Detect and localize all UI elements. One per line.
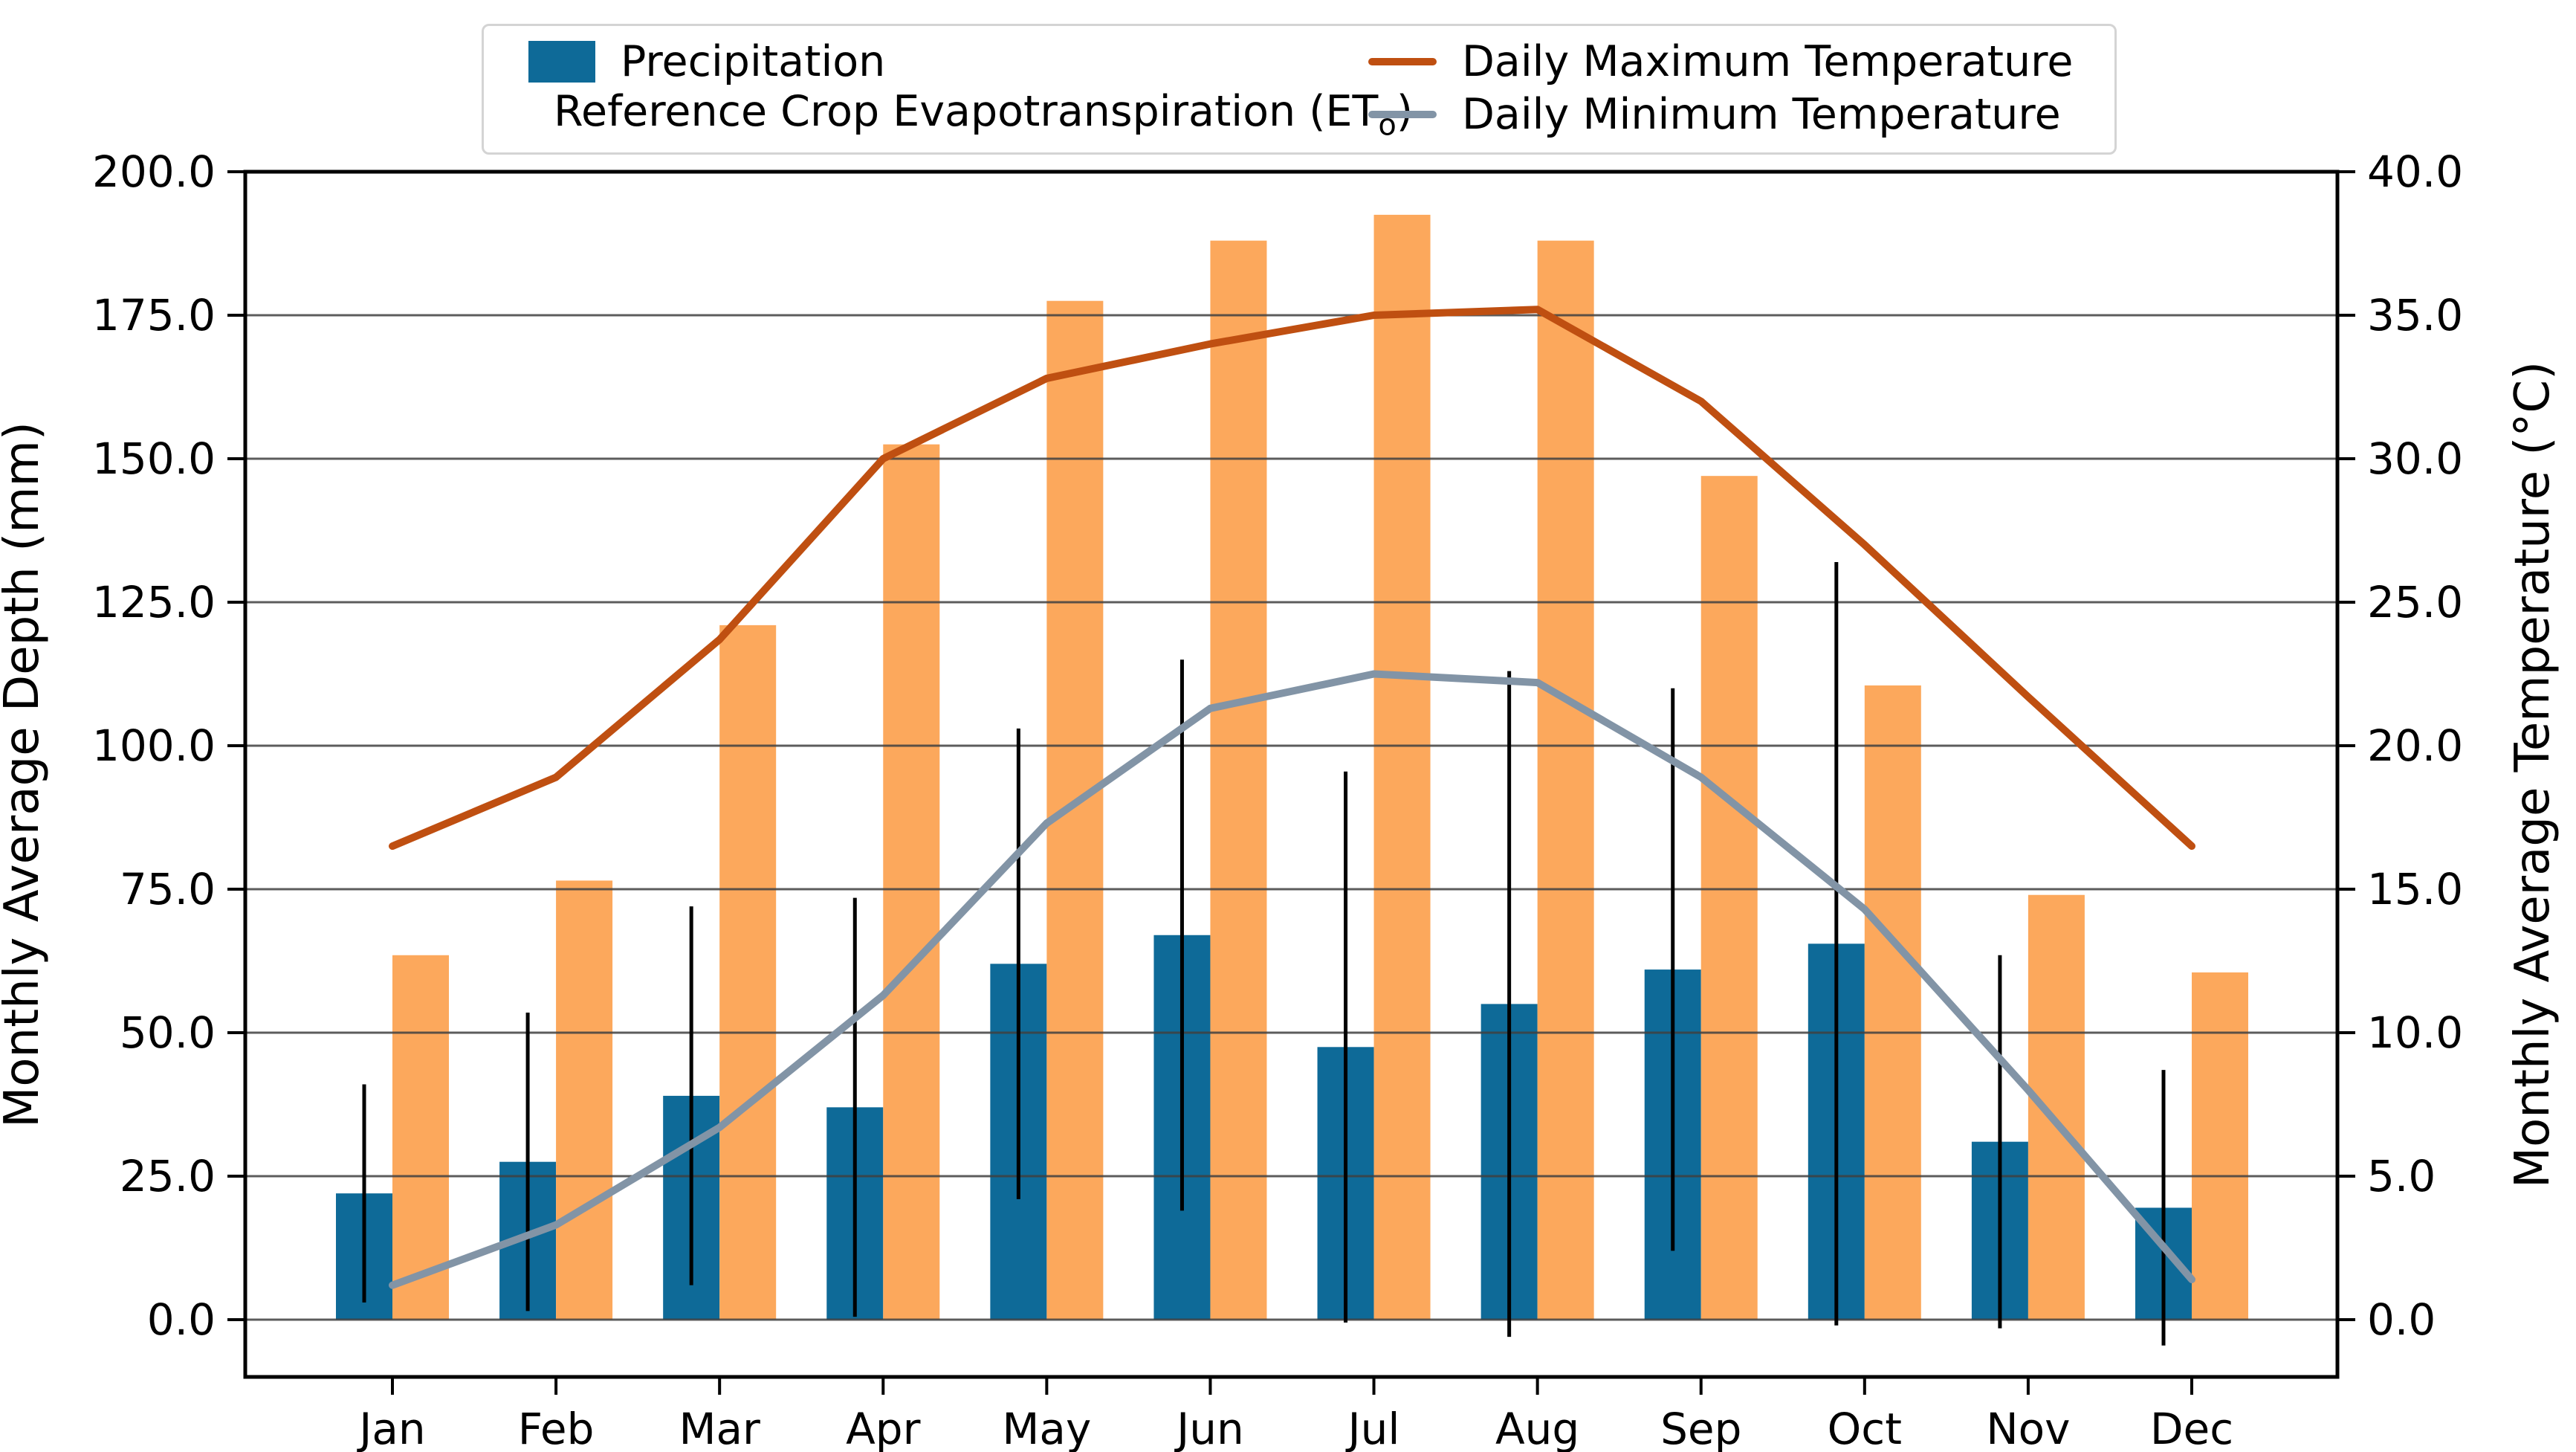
month-tick-label: Jun [1174, 1404, 1244, 1452]
eto-bar [1700, 476, 1758, 1320]
right-tick-label: 20.0 [2367, 720, 2463, 771]
eto-bar [1537, 240, 1594, 1320]
right-tick-label: 5.0 [2367, 1151, 2436, 1201]
legend-item-precipitation: Precipitation [528, 37, 1368, 86]
eto-bar [1373, 214, 1431, 1320]
legend-item-tmin: Daily Minimum Temperature [1368, 90, 2114, 139]
eto-bar [392, 955, 449, 1320]
legend-item-tmax: Daily Maximum Temperature [1368, 37, 2114, 86]
month-tick-label: Feb [518, 1404, 595, 1452]
tmin-line [389, 670, 2195, 1289]
right-tick-label: 0.0 [2367, 1294, 2436, 1345]
month-tick-label: Apr [846, 1404, 920, 1452]
right-axis-title: Monthly Average Temperature (°C) [2505, 361, 2560, 1189]
month-tick-label: Mar [679, 1404, 760, 1452]
left-tick-label: 150.0 [92, 433, 216, 484]
axis-spines [243, 170, 2340, 1379]
right-tick-label: 15.0 [2367, 864, 2463, 914]
left-tick-label: 125.0 [92, 577, 216, 627]
temperature-lines-group [389, 306, 2195, 1289]
eto-bar [1046, 300, 1104, 1320]
month-tick-label: Sep [1660, 1404, 1741, 1452]
left-tick-label: 175.0 [92, 290, 216, 341]
legend-item-eto: Reference Crop Evapotranspiration (ETo) [528, 87, 1413, 142]
tick-labels-group: 0.0 25.0 50.0 75.0 100.0 125.0 150.0 175.0 200.0… [92, 146, 2463, 1452]
eto-bar [719, 625, 777, 1320]
legend-label-tmin: Daily Minimum Temperature [1462, 89, 2061, 139]
month-tick-label: Nov [1986, 1404, 2070, 1452]
legend-label-precipitation: Precipitation [621, 36, 886, 86]
tick-marks-group [227, 170, 2355, 1395]
right-tick-label: 10.0 [2367, 1007, 2463, 1058]
eto-bar [2192, 972, 2248, 1320]
error-bars-group [362, 561, 2166, 1346]
legend-label-eto: Reference Crop Evapotranspiration (ETo) [554, 86, 1413, 142]
left-tick-label: 0.0 [147, 1294, 216, 1345]
month-tick-label: Aug [1495, 1404, 1579, 1452]
eto-bar [1210, 240, 1267, 1320]
eto-bar [883, 444, 940, 1320]
right-tick-label: 35.0 [2367, 290, 2463, 341]
legend-label-tmax: Daily Maximum Temperature [1462, 36, 2074, 86]
month-tick-label: May [1002, 1404, 1091, 1452]
tmin-line-swatch-icon [1368, 110, 1437, 118]
right-tick-label: 40.0 [2367, 146, 2463, 197]
month-tick-label: Jan [357, 1404, 425, 1452]
eto-bar [2028, 894, 2085, 1320]
month-tick-label: Oct [1828, 1404, 1902, 1452]
eto-bar [556, 880, 613, 1320]
precipitation-swatch-icon [528, 40, 595, 83]
left-tick-label: 75.0 [120, 864, 216, 914]
left-axis-title: Monthly Average Depth (mm) [0, 422, 50, 1128]
month-tick-label: Jul [1346, 1404, 1400, 1452]
left-tick-label: 100.0 [92, 720, 216, 771]
bars-layer [336, 214, 2248, 1320]
right-tick-label: 25.0 [2367, 577, 2463, 627]
left-tick-label: 200.0 [92, 146, 216, 197]
tmax-line [389, 306, 2195, 851]
left-tick-label: 25.0 [120, 1151, 216, 1201]
plot-border [243, 170, 2340, 1379]
right-tick-label: 30.0 [2367, 433, 2463, 484]
month-tick-label: Dec [2150, 1404, 2233, 1452]
tmax-line-swatch-icon [1368, 57, 1437, 65]
eto-bar [1864, 685, 1921, 1320]
legend-box: Precipitation Daily Maximum Temperature … [482, 24, 2117, 155]
left-tick-label: 50.0 [120, 1007, 216, 1058]
